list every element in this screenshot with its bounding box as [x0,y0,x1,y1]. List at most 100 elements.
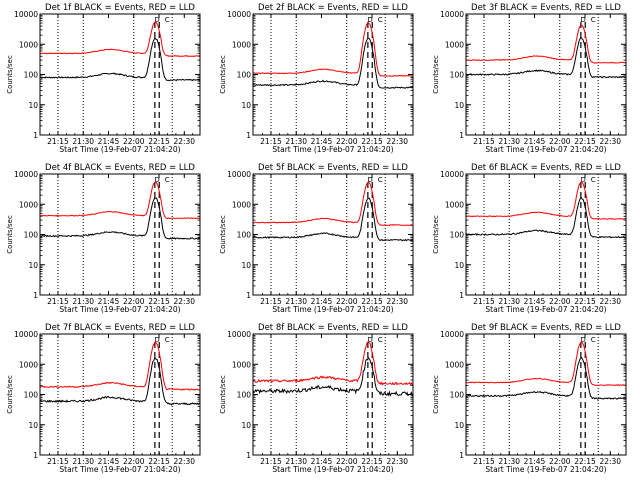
series-line-events [39,357,201,406]
y-tick-label: 100 [450,391,465,400]
x-tick-label: 22:00 [336,457,358,466]
x-tick-label: 22:30 [173,137,195,146]
x-tick-label: 22:15 [361,297,383,306]
x-tick-label: 21:15 [47,137,69,146]
x-tick-label: 21:15 [47,457,69,466]
event-marker-d: D [580,176,585,184]
panel-det-9: Det 9f BLACK = Events, RED = LLD Counts/s… [432,323,627,474]
panel-det-2: Det 2f BLACK = Events, RED = LLD Counts/s… [219,3,414,154]
y-tick-label: 100 [237,231,252,240]
series-line-lld [39,21,201,57]
panel-det-7: Det 7f BLACK = Events, RED = LLD Counts/s… [6,323,201,474]
event-marker-c: C [165,176,170,184]
panel-title: Det 6f BLACK = Events, RED = LLD [471,163,621,173]
event-marker-c: C [591,176,596,184]
panel-det-5: Det 5f BLACK = Events, RED = LLD Counts/s… [219,163,414,314]
plot-frame [39,13,201,136]
y-tick-label: 10000 [227,330,251,339]
series-line-lld [252,341,414,386]
x-tick-label: 22:30 [599,457,621,466]
x-tick-label: 21:45 [311,137,333,146]
x-tick-label: 21:15 [47,297,69,306]
y-axis-label: Counts/sec [6,375,14,414]
y-tick-label: 1 [246,451,251,460]
x-tick-label: 22:15 [148,137,170,146]
y-tick-label: 1000 [445,360,464,369]
x-tick-label: 21:45 [311,297,333,306]
x-tick-label: 21:15 [473,457,495,466]
y-tick-label: 1000 [445,40,464,49]
x-tick-label: 22:30 [386,297,408,306]
event-marker-c: C [165,336,170,344]
series-line-lld [252,181,414,227]
x-axis-label: Start Time (19-Feb-07 21:04:20) [59,305,180,314]
series-line-events [252,197,414,242]
x-tick-label: 21:45 [98,297,120,306]
x-axis-label: Start Time (19-Feb-07 21:04:20) [59,465,180,474]
x-tick-label: 21:30 [72,297,94,306]
event-marker-d: D [367,16,372,24]
plot-frame [465,333,627,456]
y-tick-label: 10 [28,101,38,110]
x-tick-label: 22:30 [173,297,195,306]
y-tick-label: 10 [454,261,464,270]
x-tick-label: 22:00 [336,137,358,146]
plot-frame [39,173,201,296]
x-tick-label: 22:15 [148,297,170,306]
y-tick-label: 100 [24,231,39,240]
x-tick-label: 21:15 [473,137,495,146]
y-tick-label: 10000 [440,330,464,339]
panel-title: Det 9f BLACK = Events, RED = LLD [471,323,621,333]
x-tick-label: 21:30 [72,457,94,466]
y-tick-label: 1000 [19,200,38,209]
y-tick-label: 10000 [440,170,464,179]
y-tick-label: 1 [246,131,251,140]
y-tick-label: 10 [28,261,38,270]
x-axis-label: Start Time (19-Feb-07 21:04:20) [272,465,393,474]
y-tick-label: 100 [24,391,39,400]
x-tick-label: 22:30 [599,297,621,306]
y-axis-label: Counts/sec [219,215,227,254]
y-tick-label: 10 [28,421,38,430]
panel-det-3: Det 3f BLACK = Events, RED = LLD Counts/s… [432,3,627,154]
y-tick-label: 10 [241,261,251,270]
x-axis-label: Start Time (19-Feb-07 21:04:20) [485,145,606,154]
series-line-events [465,197,627,239]
y-tick-label: 1000 [445,200,464,209]
y-tick-label: 1 [459,451,464,460]
x-tick-label: 22:00 [549,457,571,466]
y-tick-label: 1000 [19,40,38,49]
event-marker-c: C [165,16,170,24]
event-marker-c: C [378,336,383,344]
x-tick-label: 21:30 [285,137,307,146]
x-tick-label: 21:15 [260,457,282,466]
panel-title: Det 5f BLACK = Events, RED = LLD [258,163,408,173]
x-tick-label: 21:45 [98,457,120,466]
y-tick-label: 10000 [14,330,38,339]
x-tick-label: 22:00 [549,137,571,146]
y-tick-label: 10000 [227,10,251,19]
y-tick-label: 1 [459,291,464,300]
y-tick-label: 10000 [14,170,38,179]
y-axis-label: Counts/sec [219,55,227,94]
series-line-lld [39,181,201,220]
event-marker-d: D [367,176,372,184]
x-tick-label: 21:15 [260,297,282,306]
plot-frame [465,173,627,296]
x-tick-label: 22:00 [123,457,145,466]
y-axis-label: Counts/sec [219,375,227,414]
y-tick-label: 100 [450,71,465,80]
series-line-events [39,197,201,240]
x-tick-label: 22:30 [386,457,408,466]
x-tick-label: 22:00 [123,297,145,306]
y-axis-label: Counts/sec [432,55,440,94]
panel-det-8: Det 8f BLACK = Events, RED = LLD Counts/s… [219,323,414,474]
y-tick-label: 1 [33,291,38,300]
x-tick-label: 21:45 [98,137,120,146]
x-tick-label: 22:30 [386,137,408,146]
x-tick-label: 21:30 [285,457,307,466]
y-tick-label: 1 [33,131,38,140]
y-tick-label: 10000 [440,10,464,19]
